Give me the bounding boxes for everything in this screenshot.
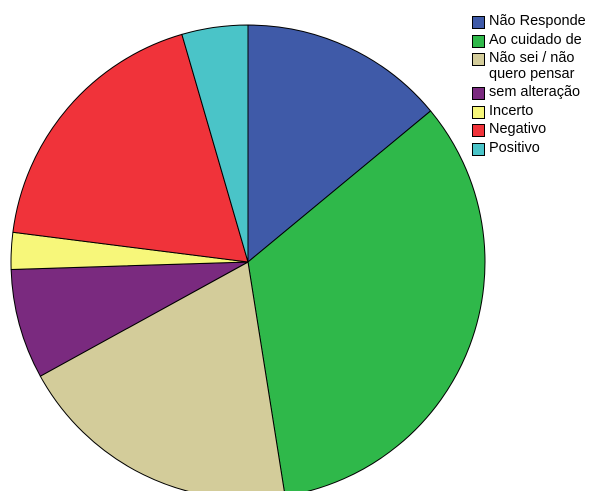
legend-swatch: [472, 53, 485, 66]
legend-item: sem alteração: [472, 84, 606, 101]
legend-label: Ao cuidado de: [489, 31, 582, 48]
pie-slice-4: [10, 261, 249, 377]
pie-slice-2: [247, 110, 486, 491]
legend-label: sem alteração: [489, 84, 581, 100]
pie-slice-1: [247, 24, 432, 263]
legend-swatch: [472, 142, 485, 156]
legend-item: Positivo: [472, 139, 606, 157]
legend-item: Incerto: [472, 102, 606, 120]
legend-label: Incerto: [489, 102, 534, 119]
pie-slice-6: [12, 33, 249, 263]
legend-label: Não Responde: [489, 13, 586, 29]
legend-item: Não sei / não quero pensar: [472, 50, 606, 82]
legend-label: Não sei / não quero pensar: [489, 50, 575, 82]
legend-swatch: [472, 105, 485, 119]
legend-item: Negativo: [472, 121, 606, 138]
legend-swatch: [472, 124, 485, 137]
legend-swatch: [472, 87, 485, 100]
legend-swatch: [472, 16, 485, 29]
legend-item: Ao cuidado de: [472, 31, 606, 49]
pie-slice-3: [39, 261, 285, 491]
legend-label: Positivo: [489, 139, 540, 156]
legend: Não Responde Ao cuidado de Não sei / não q…: [472, 13, 606, 157]
legend-label: Negativo: [489, 121, 547, 137]
legend-item: Não Responde: [472, 13, 606, 30]
legend-swatch: [472, 34, 485, 48]
pie-slice-7: [181, 24, 249, 263]
